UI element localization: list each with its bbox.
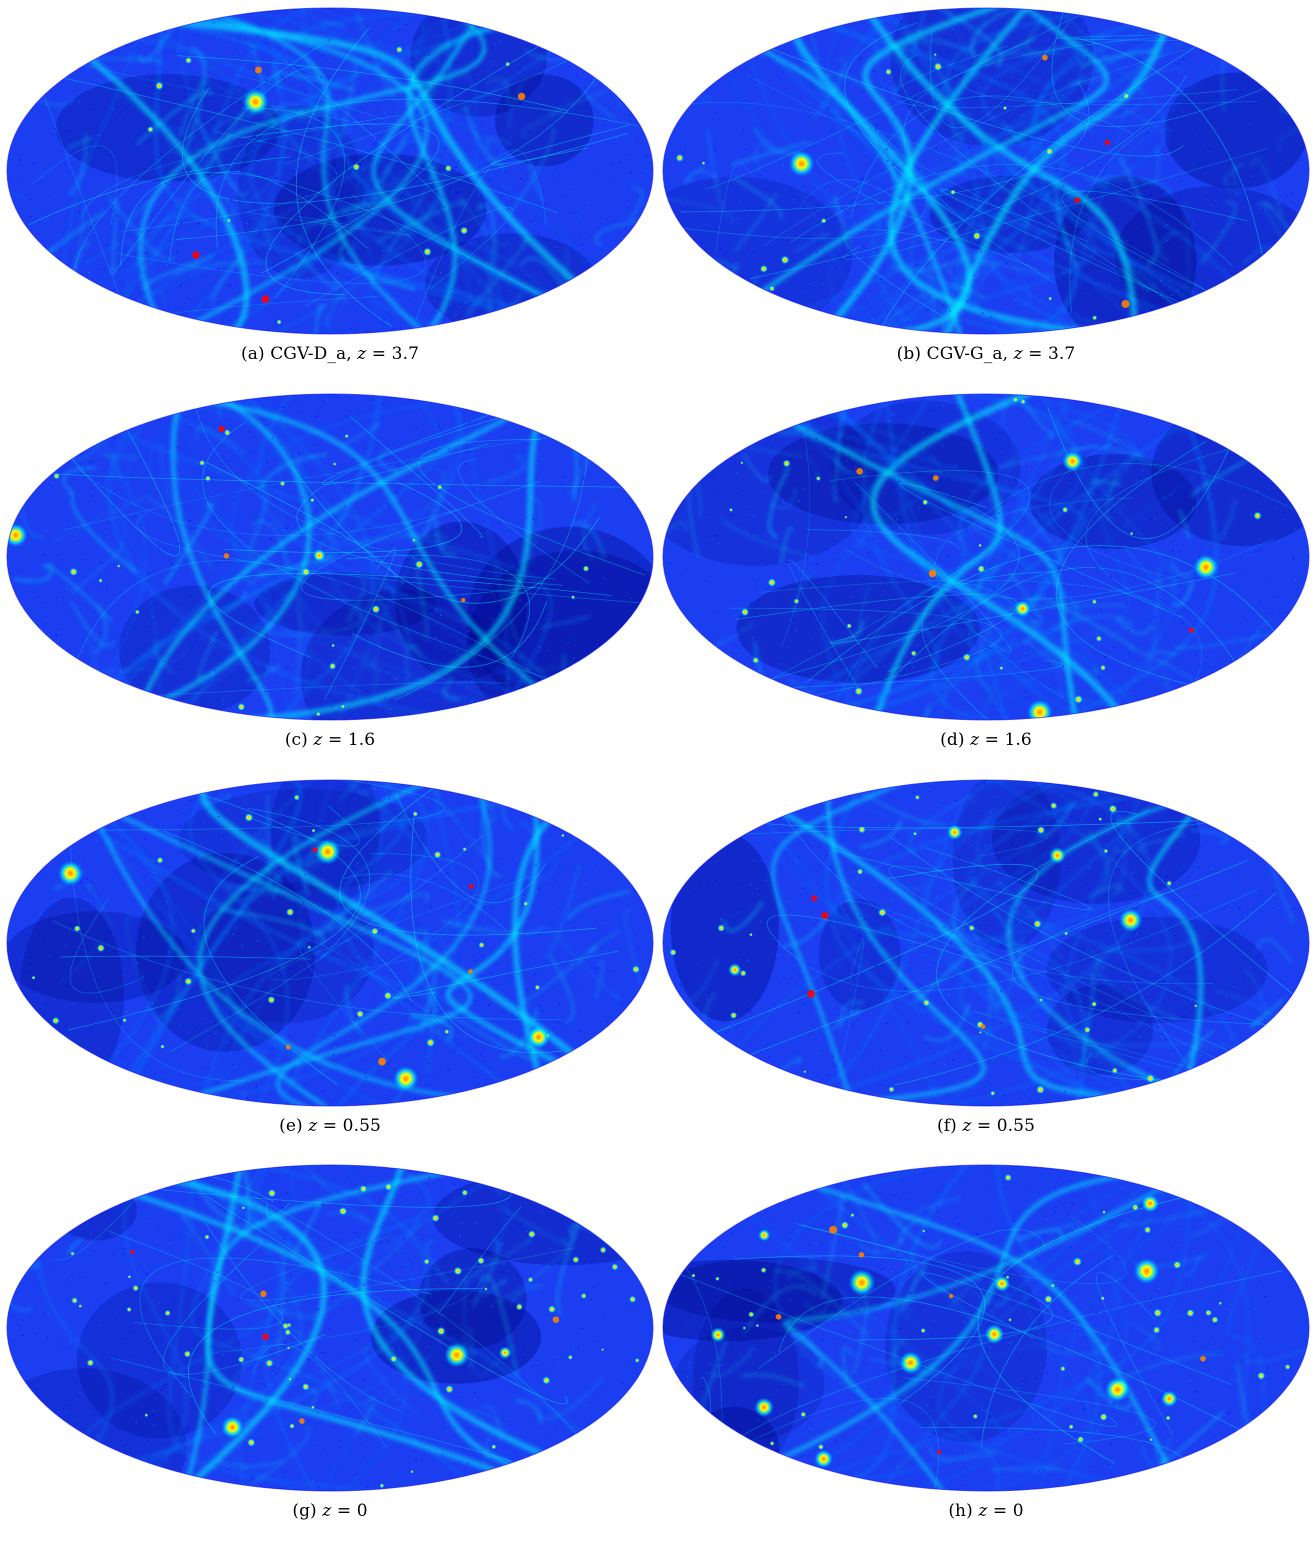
- caption-g-value: = 0: [331, 1501, 368, 1521]
- mollweide-map-a: [6, 7, 654, 335]
- caption-b-value: = 3.7: [1022, 344, 1076, 364]
- caption-e-var: z: [308, 1116, 318, 1136]
- caption-d: (d) z = 1.6: [661, 730, 1311, 750]
- caption-a-value: = 3.7: [366, 344, 419, 364]
- caption-a-var: z: [357, 344, 367, 364]
- caption-h-prefix: (h): [948, 1501, 979, 1521]
- caption-d-value: = 1.6: [979, 730, 1032, 750]
- caption-e: (e) z = 0.55: [5, 1116, 655, 1136]
- caption-e-value: = 0.55: [317, 1116, 381, 1136]
- caption-c-value: = 1.6: [322, 730, 376, 750]
- caption-c: (c) z = 1.6: [5, 730, 655, 750]
- caption-b-prefix: (b) CGV-G_a,: [896, 344, 1014, 364]
- panel-a: (a) CGV-D_a, z = 3.7: [5, 6, 655, 388]
- mollweide-map-b: [662, 7, 1310, 335]
- caption-c-prefix: (c): [284, 730, 314, 750]
- caption-g: (g) z = 0: [5, 1501, 655, 1521]
- caption-e-prefix: (e): [279, 1116, 309, 1136]
- panel-b: (b) CGV-G_a, z = 3.7: [661, 6, 1311, 388]
- panel-d: (d) z = 1.6: [661, 392, 1311, 774]
- caption-d-prefix: (d): [940, 730, 971, 750]
- panel-c: (c) z = 1.6: [5, 392, 655, 774]
- caption-c-var: z: [313, 730, 323, 750]
- mollweide-map-c: [6, 393, 654, 721]
- caption-h-var: z: [978, 1501, 988, 1521]
- caption-a-prefix: (a) CGV-D_a,: [241, 344, 358, 364]
- mollweide-map-h: [662, 1164, 1310, 1492]
- caption-f-var: z: [962, 1116, 972, 1136]
- mollweide-map-e: [6, 779, 654, 1107]
- caption-b: (b) CGV-G_a, z = 3.7: [661, 344, 1311, 364]
- caption-f: (f) z = 0.55: [661, 1116, 1311, 1136]
- mollweide-map-f: [662, 779, 1310, 1107]
- mollweide-map-d: [662, 393, 1310, 721]
- caption-h: (h) z = 0: [661, 1501, 1311, 1521]
- caption-b-var: z: [1013, 344, 1023, 364]
- caption-f-value: = 0.55: [971, 1116, 1036, 1136]
- caption-d-var: z: [970, 730, 980, 750]
- panel-h: (h) z = 0: [661, 1163, 1311, 1545]
- caption-a: (a) CGV-D_a, z = 3.7: [5, 344, 655, 364]
- caption-h-value: = 0: [987, 1501, 1024, 1521]
- panel-e: (e) z = 0.55: [5, 778, 655, 1160]
- caption-g-prefix: (g): [292, 1501, 323, 1521]
- panel-g: (g) z = 0: [5, 1163, 655, 1545]
- caption-g-var: z: [322, 1501, 332, 1521]
- mollweide-map-g: [6, 1164, 654, 1492]
- caption-f-prefix: (f): [936, 1116, 963, 1136]
- panel-f: (f) z = 0.55: [661, 778, 1311, 1160]
